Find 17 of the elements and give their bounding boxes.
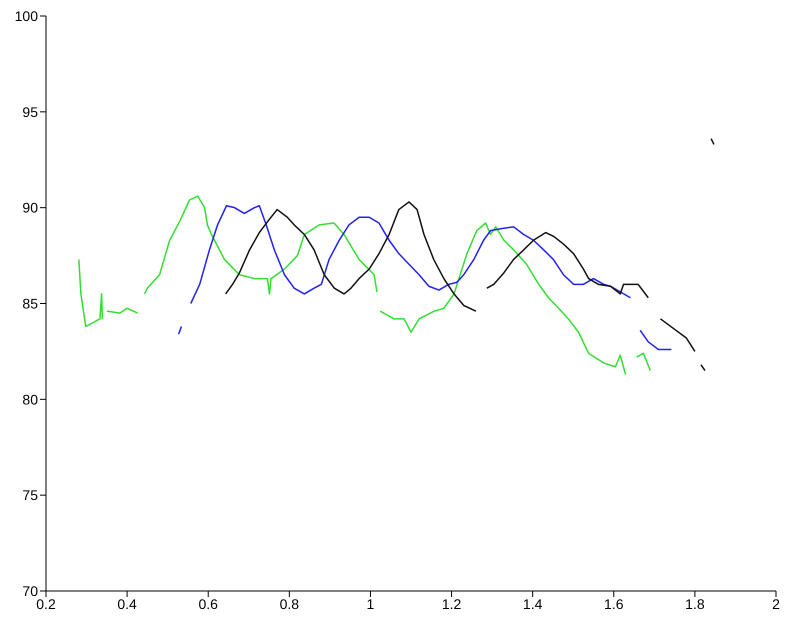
- x-tick-label: 0.4: [117, 596, 138, 612]
- x-tick-label: 0.6: [198, 596, 218, 612]
- y-tick-label: 80: [22, 391, 38, 408]
- y-tick-label: 85: [22, 295, 38, 312]
- x-tick-label: 1.4: [522, 596, 543, 612]
- x-tick-label: 1.8: [685, 596, 705, 612]
- x-tick-label: 0.2: [36, 596, 56, 612]
- x-tick-label: 0.8: [280, 596, 300, 612]
- x-tick-label: 1.6: [604, 596, 624, 612]
- y-tick-label: 100: [14, 8, 38, 24]
- x-tick-label: 1.2: [442, 596, 462, 612]
- y-tick-label: 70: [22, 582, 38, 599]
- y-tick-label: 75: [22, 487, 38, 504]
- y-tick-label: 90: [22, 200, 38, 216]
- x-tick-label: 2: [772, 596, 780, 612]
- x-tick-label: 1: [366, 596, 375, 612]
- y-tick-label: 95: [22, 104, 38, 120]
